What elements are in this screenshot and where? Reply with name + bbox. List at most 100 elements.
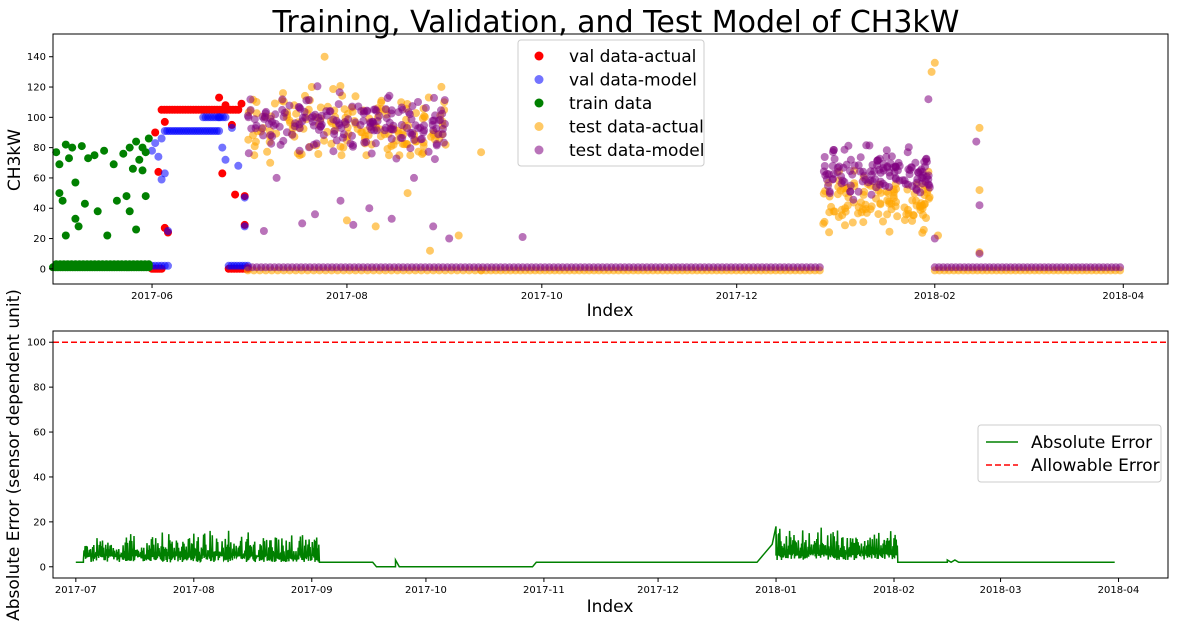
x-tick-label: 2017-08 <box>326 291 368 302</box>
data-point <box>250 142 259 151</box>
data-point <box>157 175 166 184</box>
data-point <box>434 130 443 139</box>
data-point <box>221 113 230 122</box>
data-point <box>437 82 446 91</box>
data-point <box>862 208 871 217</box>
data-point <box>860 171 869 180</box>
data-point <box>1116 263 1125 272</box>
data-point <box>65 154 73 163</box>
data-point <box>367 125 376 134</box>
bottom-x-ticks: 2017-07 2017-08 2017-09 2017-10 2017-11 2017-… <box>55 578 1139 596</box>
legend-box <box>977 424 1162 483</box>
data-point <box>369 119 378 128</box>
data-point <box>389 121 398 130</box>
data-point <box>916 206 925 214</box>
legend-marker <box>534 51 544 61</box>
data-point <box>215 93 224 102</box>
data-point <box>387 109 396 118</box>
data-point <box>132 137 141 146</box>
data-point <box>815 263 824 272</box>
data-point <box>308 117 317 126</box>
top-plot: 2017-06 2017-08 2017-10 2017-12 2018-02 2018-… <box>5 33 1169 321</box>
data-point <box>385 151 393 160</box>
x-tick-label: 2017-08 <box>173 585 215 596</box>
data-point <box>125 207 134 216</box>
y-tick-label: 20 <box>33 517 46 528</box>
legend-label: train data <box>569 94 652 114</box>
data-point <box>859 218 868 227</box>
data-point <box>416 135 425 144</box>
data-point <box>218 143 227 152</box>
x-tick-label: 2018-02 <box>873 585 915 596</box>
legend-box <box>517 39 705 167</box>
data-point <box>822 175 831 184</box>
data-point <box>921 177 930 186</box>
top-plot-frame <box>52 33 1169 285</box>
data-point <box>218 169 227 178</box>
data-point <box>317 111 326 120</box>
data-point <box>138 166 147 175</box>
data-point <box>314 150 323 158</box>
data-point <box>244 113 253 122</box>
data-point <box>144 260 153 269</box>
data-point <box>854 187 863 196</box>
data-point <box>867 202 876 211</box>
data-point <box>68 143 77 152</box>
data-point <box>234 161 243 170</box>
data-point <box>329 85 338 93</box>
data-point <box>148 146 156 155</box>
data-point <box>215 127 224 135</box>
data-point <box>385 91 394 100</box>
series-test-data-model <box>243 82 1125 272</box>
data-point <box>270 99 279 108</box>
data-point <box>904 143 913 152</box>
data-point <box>830 155 839 163</box>
data-point <box>71 178 80 187</box>
data-point <box>420 121 428 130</box>
x-tick-label: 2018-03 <box>980 585 1022 596</box>
data-point <box>410 173 418 182</box>
data-point <box>342 216 351 225</box>
data-point <box>337 151 346 160</box>
data-point <box>237 99 246 108</box>
data-point <box>887 152 896 161</box>
legend-marker <box>534 98 544 108</box>
bottom-plot-marks <box>53 341 1168 568</box>
data-point <box>837 179 846 188</box>
data-point <box>454 231 463 240</box>
data-point <box>432 141 441 150</box>
data-point <box>160 117 169 126</box>
data-point <box>421 103 430 112</box>
data-point <box>439 138 448 147</box>
data-point <box>80 199 89 208</box>
data-point <box>875 154 884 163</box>
y-tick-label: 120 <box>27 83 46 94</box>
data-point <box>424 147 433 156</box>
data-point <box>428 116 437 125</box>
data-point <box>271 119 280 128</box>
top-x-axis-label: Index <box>587 301 634 321</box>
data-point <box>128 164 137 173</box>
data-point <box>907 163 916 172</box>
series-train-data <box>49 134 153 272</box>
data-point <box>864 178 873 187</box>
data-point <box>154 152 163 161</box>
data-point <box>377 98 385 107</box>
data-point <box>330 127 339 136</box>
data-point <box>221 155 230 164</box>
y-tick-label: 60 <box>33 428 46 439</box>
data-point <box>336 82 345 90</box>
data-point <box>402 124 411 132</box>
legend-label: test data-model <box>569 141 704 161</box>
data-point <box>339 133 347 142</box>
data-point <box>922 214 930 222</box>
data-point <box>429 222 438 231</box>
data-point <box>445 234 454 243</box>
data-point <box>61 231 70 240</box>
data-point <box>916 188 925 197</box>
data-point <box>885 227 894 236</box>
data-point <box>157 134 166 143</box>
data-point <box>398 139 407 148</box>
data-point <box>889 163 898 172</box>
